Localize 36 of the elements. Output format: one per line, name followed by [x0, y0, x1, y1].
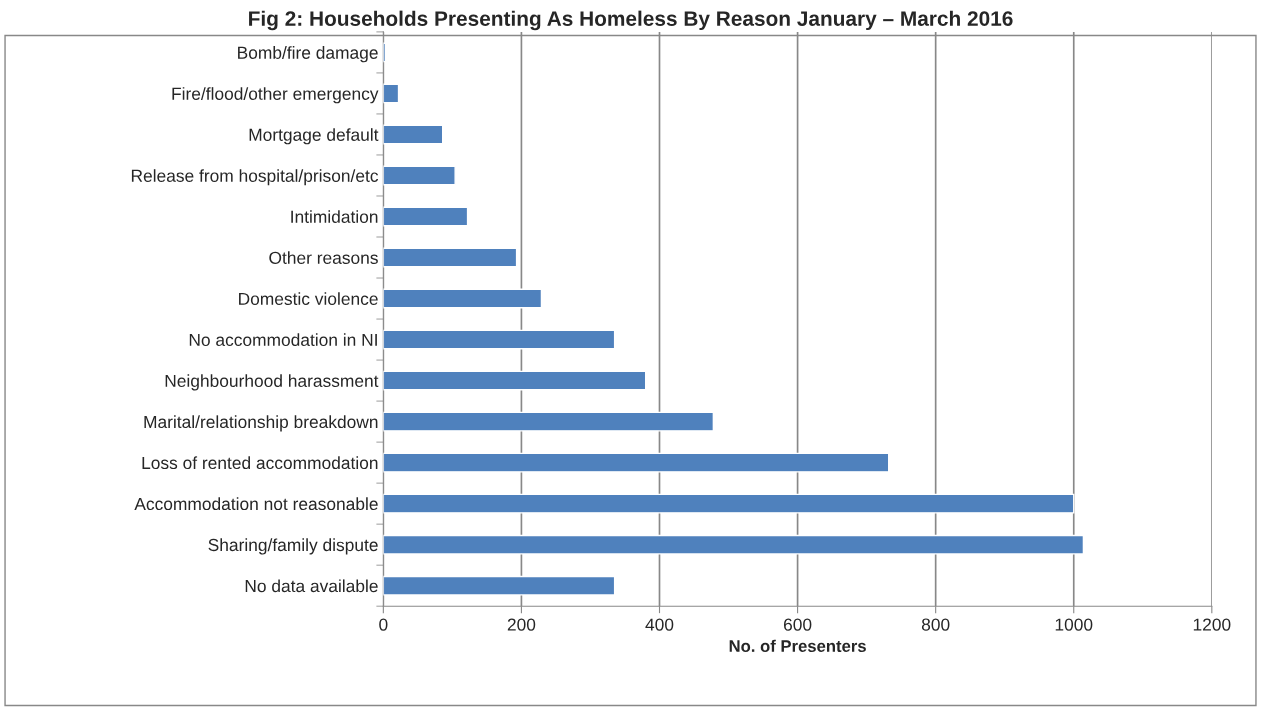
x-tick-label: 1000: [1055, 618, 1093, 631]
bar: [383, 534, 1085, 555]
y-tick-label: Marital/relationship breakdown: [144, 415, 378, 432]
y-tick-label: No data available: [245, 579, 378, 593]
x-tick-label: 800: [921, 618, 950, 631]
bar: [383, 288, 543, 309]
y-tick-label: Intimidation: [291, 210, 378, 223]
bar: [383, 493, 1075, 514]
bar: [383, 575, 616, 596]
x-tick-label: 1200: [1193, 618, 1231, 631]
y-tick-label: Bomb/fire damage: [238, 46, 378, 63]
x-tick-label: 600: [783, 618, 812, 631]
bar: [383, 206, 469, 227]
y-tick-label: Loss of rented accommodation: [142, 456, 378, 470]
y-tick-label: Release from hospital/prison/etc: [131, 169, 379, 186]
y-tick-label: No accommodation in NI: [189, 333, 377, 347]
y-tick-label: Sharing/family dispute: [208, 538, 378, 555]
bar: [383, 83, 400, 104]
bar: [383, 452, 890, 473]
bar: [383, 411, 715, 432]
x-tick-label: 200: [507, 618, 536, 631]
bar: [383, 165, 456, 186]
y-tick-label: Fire/flood/other emergency: [172, 87, 379, 104]
x-tick-label: 0: [379, 618, 388, 631]
y-tick-label: Accommodation not reasonable: [134, 497, 378, 511]
y-tick-label: Neighbourhood harassment: [165, 374, 379, 391]
x-tick-label: 400: [645, 618, 674, 631]
bar: [383, 370, 647, 391]
bar: [383, 329, 616, 350]
bar: [383, 247, 518, 268]
chart-title: Fig 2: Households Presenting As Homeless By Reason January – March 2016: [249, 10, 1013, 31]
y-tick-label: Other reasons: [269, 251, 378, 264]
x-axis-title: No. of Presenters: [729, 639, 866, 652]
bar: [383, 124, 444, 145]
y-tick-label: Domestic violence: [239, 292, 378, 305]
y-tick-label: Mortgage default: [249, 128, 379, 145]
